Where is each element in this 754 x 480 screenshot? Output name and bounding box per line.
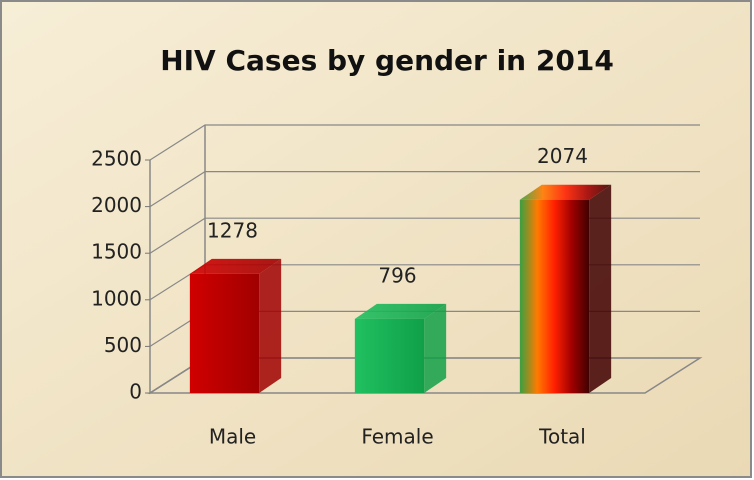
bar-top <box>189 258 282 274</box>
value-label: 2074 <box>537 144 588 168</box>
y-tick-label: 2000 <box>91 193 142 217</box>
bar-side <box>259 258 282 393</box>
bar <box>354 318 425 393</box>
bar-side <box>424 303 447 393</box>
grid-line <box>149 124 700 161</box>
bar-top <box>519 184 612 200</box>
x-tick-label: Female <box>361 425 433 449</box>
value-label: 1278 <box>207 218 258 242</box>
y-tick-label: 1000 <box>91 286 142 310</box>
value-label: 796 <box>378 263 416 287</box>
y-tick-label: 0 <box>129 380 142 404</box>
x-tick-label: Total <box>538 425 586 449</box>
x-tick-label: Male <box>209 425 256 449</box>
chart-title: HIV Cases by gender in 2014 <box>160 44 614 77</box>
bar <box>189 273 260 393</box>
y-tick-label: 1500 <box>91 240 142 264</box>
grid-line <box>149 171 700 208</box>
bar-top <box>354 303 447 319</box>
bar-side <box>589 184 612 393</box>
y-tick-label: 2500 <box>91 147 142 171</box>
bar <box>519 199 590 393</box>
y-tick-label: 500 <box>104 333 142 357</box>
